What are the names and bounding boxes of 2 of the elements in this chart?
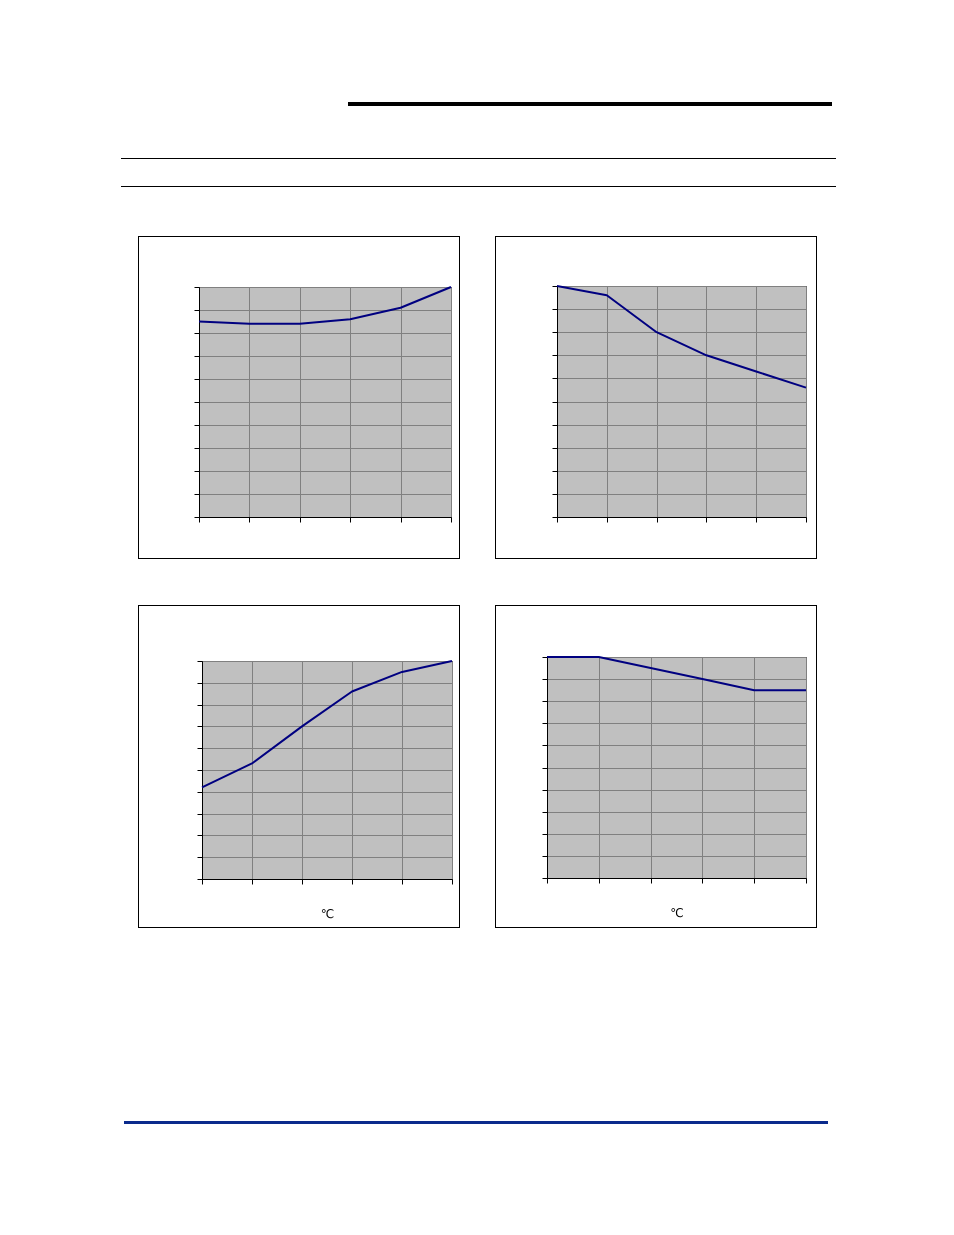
x-axis-title: ℃	[670, 906, 684, 920]
x-axis-title: ℃	[320, 907, 335, 921]
